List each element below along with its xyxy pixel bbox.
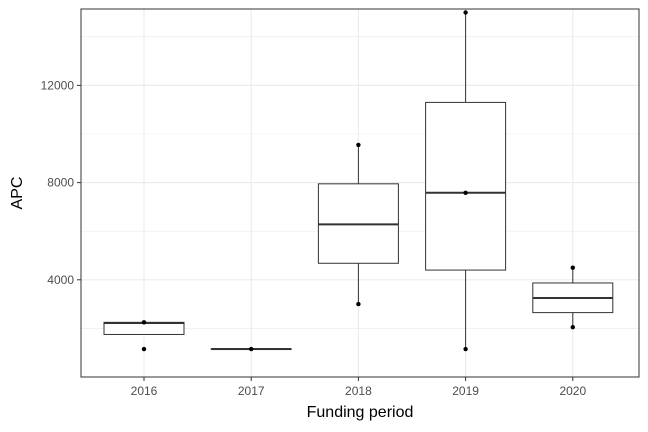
y-tick-label: 8000: [47, 176, 74, 190]
data-point: [570, 324, 575, 330]
x-tick-label: 2018: [345, 384, 372, 398]
data-point: [570, 265, 575, 270]
x-axis-title: Funding period: [307, 404, 414, 421]
box-2019: [425, 101, 507, 271]
data-point: [463, 190, 468, 196]
x-tick-label: 2017: [238, 384, 265, 398]
y-tick-label: 12000: [41, 78, 75, 92]
data-point: [249, 346, 254, 352]
data-point: [463, 10, 468, 15]
x-tick-label: 2016: [131, 384, 158, 398]
data-point: [356, 301, 361, 307]
panel-border: [80, 8, 640, 378]
box-layer: [103, 12, 614, 351]
x-tick-label: 2020: [559, 384, 586, 398]
axis-layer: 4000 8000 12000 2016 2017 2018 2019 2020: [41, 78, 587, 398]
data-point: [463, 346, 468, 352]
y-axis-title: APC: [9, 177, 26, 210]
data-point: [356, 142, 361, 148]
points-layer: [141, 10, 575, 352]
x-tick-label: 2019: [452, 384, 479, 398]
y-tick-label: 4000: [47, 273, 74, 287]
data-point: [141, 320, 147, 325]
data-point: [141, 346, 147, 352]
